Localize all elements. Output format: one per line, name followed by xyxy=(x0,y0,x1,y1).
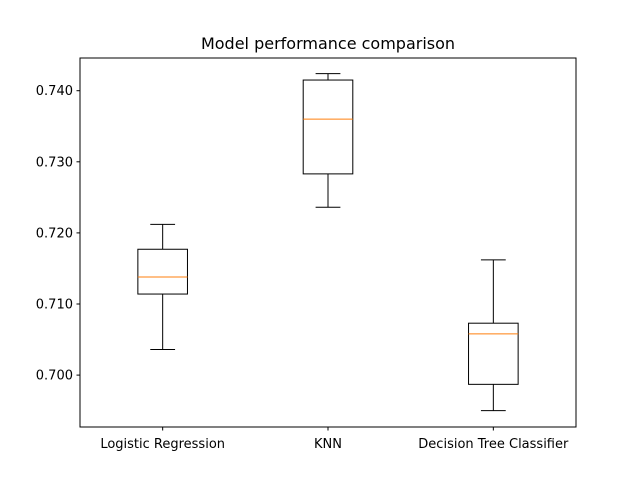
x-tick-label: KNN xyxy=(314,437,342,452)
y-tick-label: 0.720 xyxy=(36,226,73,241)
box-iqr xyxy=(468,322,519,385)
axes-frame xyxy=(79,57,577,428)
x-tick-label: Decision Tree Classifier xyxy=(418,437,569,452)
x-tick-label: Logistic Regression xyxy=(100,437,225,452)
y-tick-label: 0.740 xyxy=(36,84,73,99)
y-tick-label: 0.700 xyxy=(36,369,73,384)
y-tick-label: 0.710 xyxy=(36,298,73,313)
box-iqr xyxy=(137,248,188,295)
box-iqr xyxy=(302,79,354,175)
plot-area: 0.700 0.710 0.720 0.730 0.740 Logistic Regres… xyxy=(36,73,569,452)
y-tick-label: 0.730 xyxy=(36,155,73,170)
chart-title: Model performance comparison xyxy=(201,34,455,53)
